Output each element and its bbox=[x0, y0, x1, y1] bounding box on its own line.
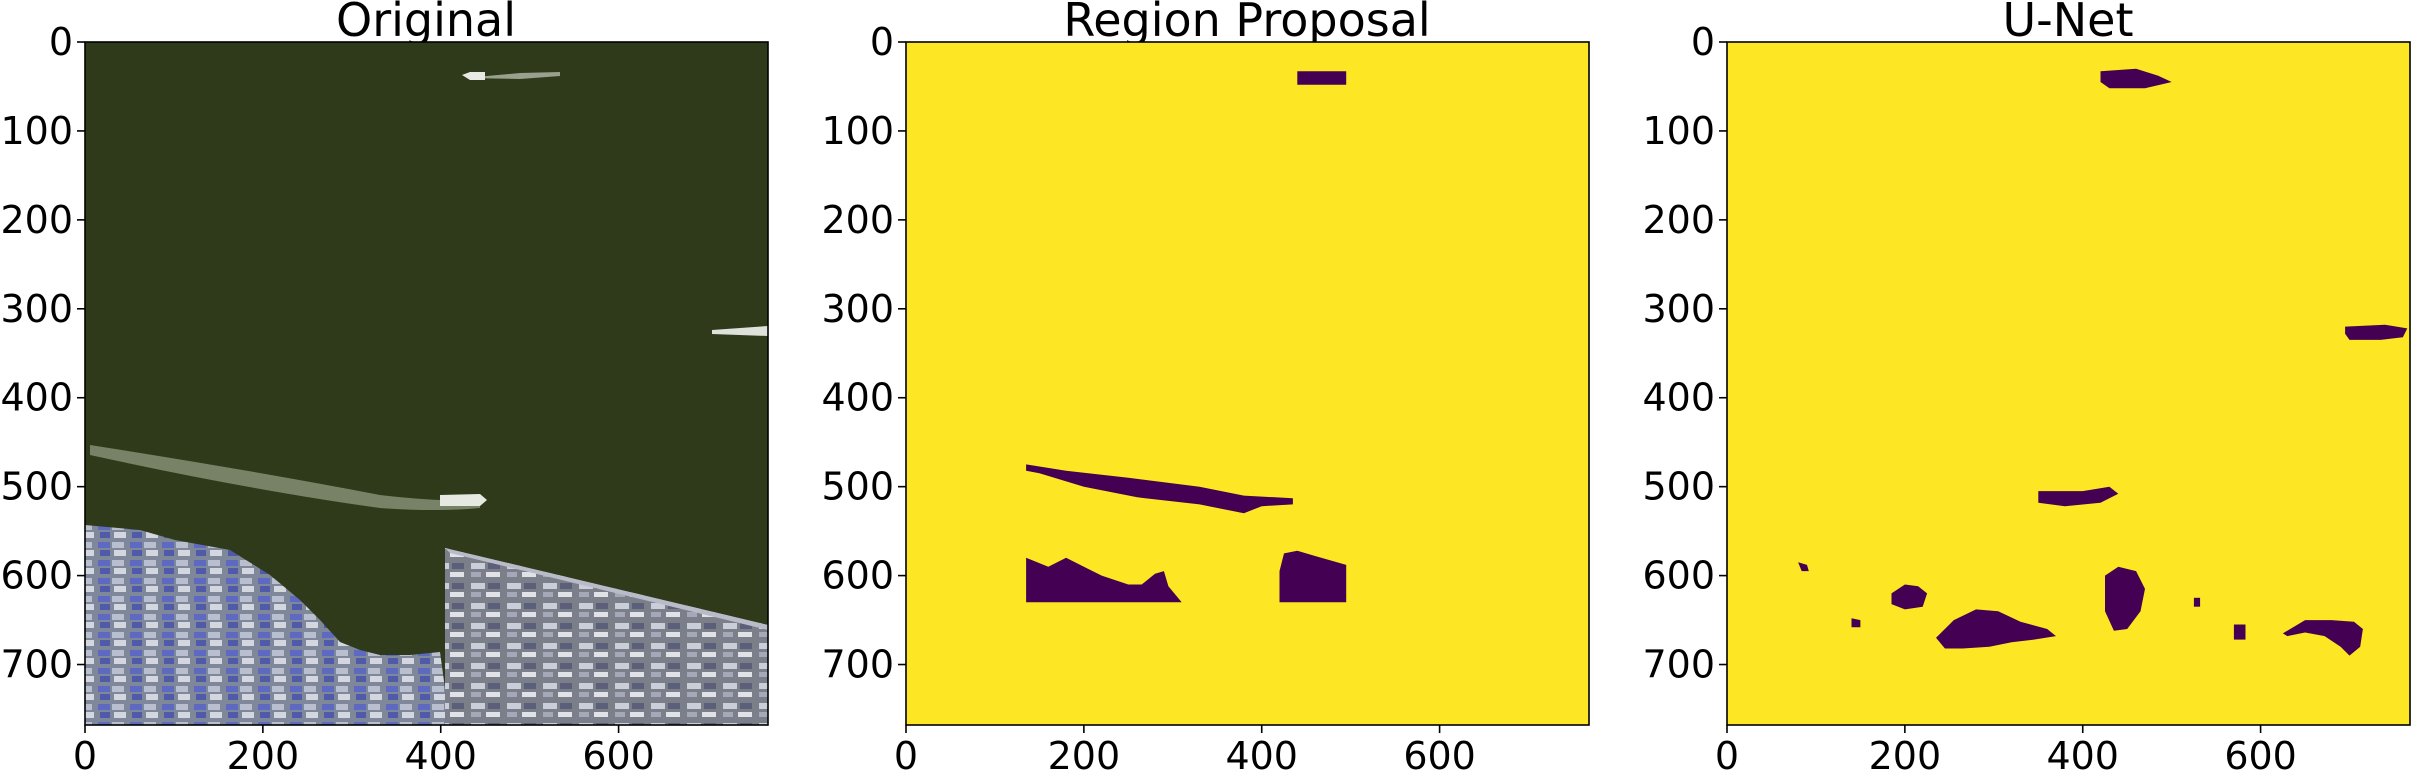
y-tick-label: 300 bbox=[821, 287, 894, 331]
x-tick-label: 600 bbox=[1403, 734, 1476, 774]
boat-right bbox=[712, 326, 768, 336]
panel-unet: U-Net 0 100 200 300 400 500 600 700 0 200 400 600 bbox=[1642, 0, 2411, 774]
mask-regions bbox=[1026, 71, 1347, 603]
panel-title: Region Proposal bbox=[1063, 0, 1430, 47]
panel-region-proposal: Region Proposal 0 100 200 300 400 500 600 700 0 2… bbox=[821, 0, 1590, 774]
detected-region bbox=[1297, 71, 1347, 85]
y-tick-label: 500 bbox=[0, 465, 73, 509]
x-tick-label: 200 bbox=[1869, 734, 1942, 774]
detected-region bbox=[1798, 562, 1809, 572]
x-tick-label: 400 bbox=[1225, 734, 1298, 774]
satellite-image bbox=[85, 42, 768, 725]
quay bbox=[445, 548, 768, 725]
mask-regions bbox=[1798, 68, 2408, 656]
y-tick-label: 200 bbox=[1642, 198, 1715, 242]
mask-background bbox=[906, 42, 1589, 725]
x-tick-label: 600 bbox=[2224, 734, 2297, 774]
y-tick-label: 0 bbox=[1691, 20, 1715, 64]
panel-title: U-Net bbox=[2002, 0, 2133, 47]
y-tick-label: 400 bbox=[1642, 376, 1715, 420]
boat-left bbox=[440, 494, 487, 506]
container-terminal bbox=[85, 525, 450, 725]
axis-ticks: 0 100 200 300 400 500 600 700 0 200 400 600 bbox=[0, 20, 654, 774]
y-tick-label: 100 bbox=[821, 109, 894, 153]
y-tick-label: 100 bbox=[0, 109, 73, 153]
quay-edge bbox=[445, 548, 768, 630]
x-tick-label: 400 bbox=[2046, 734, 2119, 774]
y-tick-label: 400 bbox=[0, 376, 73, 420]
x-tick-label: 0 bbox=[1715, 734, 1739, 774]
detected-region bbox=[2233, 624, 2246, 640]
detected-region bbox=[2038, 486, 2119, 507]
detected-region bbox=[1851, 618, 1861, 628]
detected-region bbox=[2105, 566, 2145, 631]
x-tick-label: 0 bbox=[894, 734, 918, 774]
y-tick-label: 600 bbox=[0, 554, 73, 598]
axis-ticks: 0 100 200 300 400 500 600 700 0 200 400 600 bbox=[1642, 20, 2296, 774]
detected-region bbox=[2193, 597, 2201, 607]
x-tick-label: 200 bbox=[1048, 734, 1121, 774]
detected-region bbox=[2100, 68, 2172, 89]
axis-ticks: 0 100 200 300 400 500 600 700 0 200 400 600 bbox=[821, 20, 1475, 774]
panel-title: Original bbox=[336, 0, 516, 47]
detected-region bbox=[1891, 584, 1928, 610]
detected-region bbox=[1279, 550, 1347, 603]
y-tick-label: 300 bbox=[0, 287, 73, 331]
boat-wake-left bbox=[90, 445, 480, 510]
y-tick-label: 600 bbox=[821, 554, 894, 598]
boat-wake-top bbox=[465, 72, 560, 79]
detected-region bbox=[1026, 557, 1182, 603]
detected-region bbox=[2282, 620, 2363, 656]
y-tick-label: 700 bbox=[0, 643, 73, 687]
y-tick-label: 700 bbox=[1642, 643, 1715, 687]
panel-original: Original 0 100 200 300 400 500 600 700 0 200 400 60… bbox=[0, 0, 769, 774]
y-tick-label: 500 bbox=[821, 465, 894, 509]
detected-region bbox=[2345, 324, 2408, 340]
plot-frame bbox=[84, 41, 769, 726]
y-tick-label: 700 bbox=[821, 643, 894, 687]
y-tick-label: 400 bbox=[821, 376, 894, 420]
detected-region bbox=[1026, 464, 1293, 514]
x-tick-label: 400 bbox=[404, 734, 477, 774]
y-tick-label: 200 bbox=[821, 198, 894, 242]
y-tick-label: 0 bbox=[870, 20, 894, 64]
boat-top bbox=[462, 72, 485, 80]
y-tick-label: 200 bbox=[0, 198, 73, 242]
y-tick-label: 300 bbox=[1642, 287, 1715, 331]
y-tick-label: 500 bbox=[1642, 465, 1715, 509]
detected-region bbox=[1936, 609, 2056, 649]
plot-frame bbox=[905, 41, 1590, 726]
x-tick-label: 200 bbox=[227, 734, 300, 774]
y-tick-label: 600 bbox=[1642, 554, 1715, 598]
x-tick-label: 600 bbox=[582, 734, 655, 774]
y-tick-label: 100 bbox=[1642, 109, 1715, 153]
y-tick-label: 0 bbox=[49, 20, 73, 64]
plot-frame bbox=[1726, 41, 2411, 726]
x-tick-label: 0 bbox=[73, 734, 97, 774]
mask-background bbox=[1727, 42, 2410, 725]
